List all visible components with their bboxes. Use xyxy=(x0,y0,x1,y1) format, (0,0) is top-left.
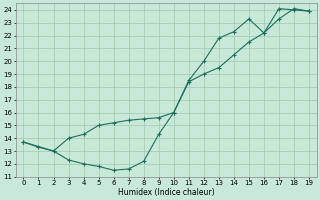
X-axis label: Humidex (Indice chaleur): Humidex (Indice chaleur) xyxy=(118,188,214,197)
